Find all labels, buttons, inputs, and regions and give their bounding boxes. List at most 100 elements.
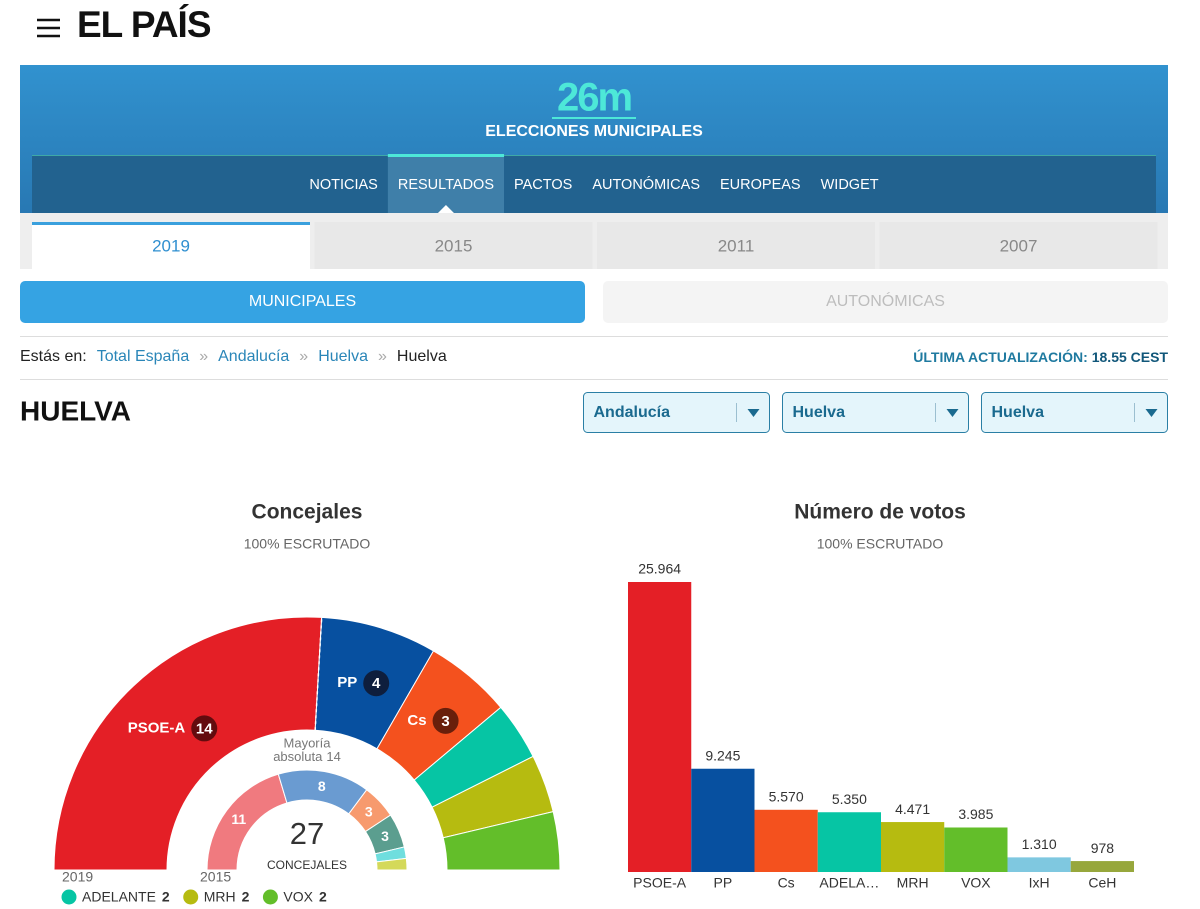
year-tab-label[interactable]: 2011 bbox=[718, 236, 755, 255]
chart-title: Concejales bbox=[252, 501, 363, 524]
segment-badge bbox=[191, 715, 218, 742]
x-tick-label: Cs bbox=[778, 875, 795, 891]
legend-seats: 2 bbox=[162, 889, 170, 905]
legend-seats: 2 bbox=[242, 889, 250, 905]
segment-seats: 3 bbox=[441, 713, 449, 730]
select-arrow bbox=[946, 409, 959, 417]
year-tab-label[interactable]: 2007 bbox=[1000, 236, 1038, 255]
breadcrumb-item: Huelva bbox=[397, 348, 447, 365]
x-tick-label: VOX bbox=[961, 875, 991, 891]
nav-item[interactable]: WIDGET bbox=[821, 177, 879, 193]
type-tab-label[interactable]: AUTONÓMICAS bbox=[826, 291, 945, 310]
select-arrow bbox=[747, 409, 760, 417]
bar-value-label: 978 bbox=[1091, 840, 1115, 856]
year-tab-indicator bbox=[32, 222, 310, 225]
chart-title: Número de votos bbox=[794, 501, 966, 524]
x-tick-label: PSOE-A bbox=[633, 875, 687, 891]
bar bbox=[944, 827, 1008, 872]
year-tab-label[interactable]: 2015 bbox=[435, 236, 473, 255]
segment-party: PSOE-A bbox=[128, 719, 186, 736]
nav-item[interactable]: PACTOS bbox=[514, 177, 572, 193]
site-logo[interactable]: EL PAÍS bbox=[77, 4, 212, 45]
majority-label-text: absoluta bbox=[273, 749, 323, 764]
segment-badge bbox=[363, 670, 390, 697]
legend-seats: 2 bbox=[319, 889, 327, 905]
nav-bar bbox=[32, 155, 1156, 213]
select-value[interactable]: Huelva bbox=[793, 404, 846, 421]
breadcrumb-item[interactable]: Huelva bbox=[318, 348, 368, 365]
majority-label: absoluta 14 bbox=[273, 749, 341, 764]
chart-subtitle: 100% ESCRUTADO bbox=[817, 536, 944, 552]
banner-title: ELECCIONES MUNICIPALES bbox=[485, 123, 703, 140]
breadcrumb-item[interactable]: Andalucía bbox=[218, 348, 289, 365]
nav-active-top bbox=[387, 154, 505, 157]
bar bbox=[817, 812, 881, 872]
nav-active-caret bbox=[437, 205, 454, 213]
year-tab[interactable] bbox=[314, 222, 593, 269]
nav-item[interactable]: AUTONÓMICAS bbox=[592, 176, 700, 193]
seat-total-label: CONCEJALES bbox=[267, 858, 347, 872]
segment-seats: 14 bbox=[196, 720, 213, 737]
segment-seats: 11 bbox=[231, 811, 246, 827]
year-tab[interactable] bbox=[879, 222, 1158, 269]
year-tab-label[interactable]: 2019 bbox=[152, 236, 190, 255]
x-tick-label: MRH bbox=[897, 875, 929, 891]
bar bbox=[691, 768, 755, 872]
segment-seats: 3 bbox=[365, 803, 373, 819]
breadcrumb-separator: » bbox=[199, 348, 208, 365]
legend-name: MRH bbox=[204, 889, 236, 905]
x-tick-label: ADELA… bbox=[819, 875, 879, 891]
breadcrumb-separator: » bbox=[378, 348, 387, 365]
bar-value-label: 4.471 bbox=[895, 801, 930, 817]
year-tab[interactable] bbox=[597, 222, 875, 269]
nav-item[interactable]: EUROPEAS bbox=[720, 177, 801, 193]
year-tab[interactable] bbox=[32, 222, 310, 269]
seat-segment bbox=[442, 811, 561, 871]
select-value[interactable]: Andalucía bbox=[594, 404, 671, 421]
bar-value-label: 5.570 bbox=[769, 788, 804, 804]
select-value[interactable]: Huelva bbox=[992, 404, 1045, 421]
bar-value-label: 25.964 bbox=[638, 561, 681, 577]
seat-segment bbox=[206, 773, 288, 871]
type-tab[interactable] bbox=[20, 281, 585, 323]
seat-segment bbox=[53, 616, 323, 871]
bar bbox=[881, 822, 945, 872]
bar bbox=[628, 582, 692, 872]
update-time: 18.55 CEST bbox=[1092, 349, 1169, 365]
menu-button[interactable] bbox=[34, 16, 64, 42]
type-tab-label[interactable]: MUNICIPALES bbox=[249, 293, 356, 310]
type-tab[interactable] bbox=[603, 281, 1168, 323]
chart-subtitle: 100% ESCRUTADO bbox=[244, 536, 371, 552]
seat-total: 27 bbox=[290, 816, 324, 851]
legend-swatch bbox=[183, 889, 199, 905]
x-tick-label: PP bbox=[714, 875, 733, 891]
breadcrumb-item[interactable]: Total España bbox=[97, 348, 190, 365]
legend-swatch bbox=[262, 889, 278, 905]
select-box[interactable] bbox=[981, 392, 1168, 433]
segment-seats: 3 bbox=[381, 828, 389, 844]
majority-value: 14 bbox=[326, 749, 340, 764]
nav-item[interactable]: NOTICIAS bbox=[309, 177, 377, 193]
ring-year: 2015 bbox=[200, 869, 231, 885]
bar bbox=[754, 809, 818, 872]
breadcrumb-separator: » bbox=[299, 348, 308, 365]
segment-seats: 4 bbox=[372, 675, 381, 692]
select-box[interactable] bbox=[782, 392, 969, 433]
bar bbox=[1007, 857, 1071, 872]
bar bbox=[1070, 861, 1134, 872]
majority-label: Mayoría bbox=[284, 735, 332, 750]
legend-name: ADELANTE bbox=[82, 889, 156, 905]
x-tick-label: IxH bbox=[1029, 875, 1050, 891]
segment-badge bbox=[432, 707, 459, 734]
bar-value-label: 5.350 bbox=[832, 791, 867, 807]
segment-party: PP bbox=[337, 674, 357, 691]
select-arrow bbox=[1145, 409, 1158, 417]
bar-value-label: 3.985 bbox=[958, 806, 993, 822]
nav-item[interactable]: RESULTADOS bbox=[398, 177, 494, 193]
select-box[interactable] bbox=[583, 392, 770, 433]
legend-name: VOX bbox=[283, 889, 313, 905]
breadcrumb-label: Estás en: bbox=[20, 348, 87, 365]
nav-active-bg bbox=[387, 155, 505, 213]
